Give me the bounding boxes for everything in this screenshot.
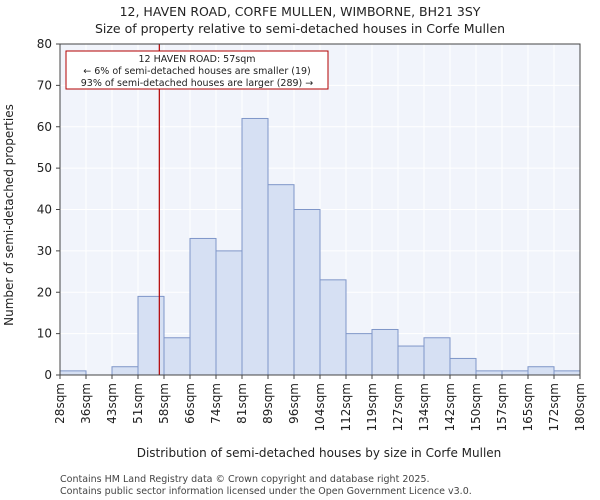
bar-28sqm xyxy=(59,370,87,376)
x-tick-label: 165sqm xyxy=(521,383,535,431)
bar-142sqm xyxy=(449,357,477,376)
x-tick-label: 142sqm xyxy=(443,383,457,431)
x-tick-label: 58sqm xyxy=(157,383,171,424)
bar-43sqm xyxy=(111,366,139,376)
chart-title: 12, HAVEN ROAD, CORFE MULLEN, WIMBORNE, … xyxy=(120,4,481,19)
x-tick-label: 96sqm xyxy=(287,383,301,424)
bar-104sqm xyxy=(319,279,347,376)
bar-66sqm xyxy=(189,237,217,376)
bar-74sqm xyxy=(215,250,243,376)
x-tick-label: 172sqm xyxy=(547,383,561,431)
x-tick-label: 81sqm xyxy=(235,383,249,424)
x-tick-label: 74sqm xyxy=(209,383,223,424)
bar-150sqm xyxy=(475,370,503,376)
chart-subtitle: Size of property relative to semi-detach… xyxy=(95,21,505,36)
x-tick-label: 89sqm xyxy=(261,383,275,424)
bar-58sqm xyxy=(163,337,191,376)
y-axis-ticks: 0 10 20 30 40 50 60 70 80 xyxy=(37,37,60,382)
x-tick-label: 104sqm xyxy=(313,383,327,431)
y-tick-label: 0 xyxy=(44,368,52,382)
y-tick-label: 60 xyxy=(37,120,52,134)
x-tick-label: 112sqm xyxy=(339,383,353,431)
bar-165sqm xyxy=(527,366,555,376)
x-tick-label: 66sqm xyxy=(183,383,197,424)
x-tick-label: 51sqm xyxy=(131,383,145,424)
bar-119sqm xyxy=(371,328,399,376)
bar-112sqm xyxy=(345,333,373,376)
annotation-line-1: 12 HAVEN ROAD: 57sqm xyxy=(138,54,255,65)
x-tick-label: 28sqm xyxy=(53,383,67,424)
annotation-box: 12 HAVEN ROAD: 57sqm ← 6% of semi-detach… xyxy=(65,50,329,90)
x-tick-label: 119sqm xyxy=(365,383,379,431)
annotation-line-2: ← 6% of semi-detached houses are smaller… xyxy=(83,66,311,77)
bar-134sqm xyxy=(423,337,451,376)
bar-157sqm xyxy=(501,370,529,376)
bar-127sqm xyxy=(397,345,425,376)
footer-line-2: Contains public sector information licen… xyxy=(60,486,472,497)
annotation-line-3: 93% of semi-detached houses are larger (… xyxy=(81,78,314,89)
y-tick-label: 50 xyxy=(37,161,52,175)
x-tick-label: 157sqm xyxy=(495,383,509,431)
y-tick-label: 80 xyxy=(37,37,52,51)
x-tick-label: 150sqm xyxy=(469,383,483,431)
x-tick-label: 180sqm xyxy=(573,383,587,431)
x-tick-label: 127sqm xyxy=(391,383,405,431)
bar-89sqm xyxy=(267,184,295,376)
y-tick-label: 40 xyxy=(37,203,52,217)
x-tick-label: 134sqm xyxy=(417,383,431,431)
annotation-border xyxy=(65,50,329,90)
bar-51sqm xyxy=(137,295,165,376)
bar-96sqm xyxy=(293,209,321,376)
x-axis-ticks: 28sqm 36sqm 43sqm 51sqm 58sqm 66sqm 74sqm 81sqm… xyxy=(53,375,587,431)
bar-81sqm xyxy=(241,117,269,376)
y-tick-label: 20 xyxy=(37,285,52,299)
y-tick-label: 30 xyxy=(37,244,52,258)
y-tick-label: 10 xyxy=(37,327,52,341)
x-axis-label: Distribution of semi-detached houses by … xyxy=(137,446,502,460)
y-axis-label: Number of semi-detached properties xyxy=(2,104,16,326)
y-tick-label: 70 xyxy=(37,78,52,92)
footer-line-1: Contains HM Land Registry data © Crown c… xyxy=(60,474,430,485)
x-tick-label: 43sqm xyxy=(105,383,119,424)
bar-172sqm xyxy=(553,370,581,376)
x-tick-label: 36sqm xyxy=(79,383,93,424)
